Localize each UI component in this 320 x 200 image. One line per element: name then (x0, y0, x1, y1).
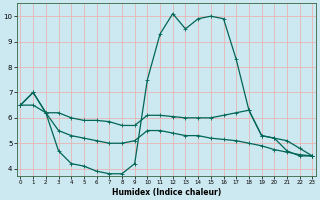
X-axis label: Humidex (Indice chaleur): Humidex (Indice chaleur) (112, 188, 221, 197)
